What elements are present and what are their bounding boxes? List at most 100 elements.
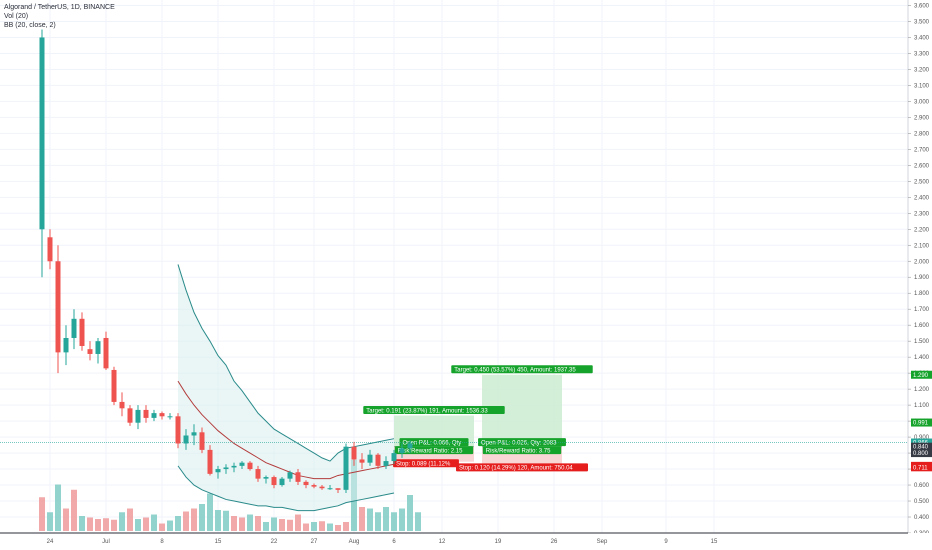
volume-bar	[111, 519, 117, 531]
legend-bollinger[interactable]: BB (20, close, 2)	[4, 22, 56, 29]
rr-label-text: Risk/Reward Ratio: 3.75	[486, 448, 551, 454]
volume-bar	[327, 523, 333, 531]
pnl-label-bg	[478, 438, 566, 447]
volume-bar	[255, 516, 261, 531]
candle-body	[271, 477, 277, 486]
volume-bar	[407, 495, 413, 531]
price-tick-label: 0.400	[914, 515, 930, 521]
candle-body	[343, 446, 349, 490]
candle-body	[263, 477, 269, 479]
price-tick-label: 2.000	[914, 259, 930, 265]
candle-body	[279, 478, 285, 486]
volume-bar	[375, 512, 381, 531]
rr-label-bg	[482, 446, 562, 455]
candle-body	[383, 461, 389, 466]
price-tick-label: 3.400	[914, 35, 930, 41]
volume-bar	[183, 511, 189, 531]
candle-body	[287, 472, 293, 479]
price-tick-label: 2.600	[914, 163, 930, 169]
volume-bar	[71, 489, 77, 531]
price-tag-bg	[911, 370, 932, 379]
time-tick-label: 15	[215, 539, 222, 545]
price-axis: 0.3000.4000.5000.6000.7000.8000.9001.000…	[907, 0, 932, 550]
time-tick-label: Jul	[102, 539, 110, 545]
chart-legend: Algorand / TetherUS, 1D, BINANCE Vol (20…	[4, 3, 115, 30]
candle-body	[191, 432, 197, 436]
rr-label: Risk/Reward Ratio: 2.15	[394, 446, 474, 454]
volume-bar	[231, 516, 237, 531]
time-axis: 24 Jul 8 15 22 27 Aug 6 12 19 26 Sep 9 15	[0, 532, 932, 550]
volume-bar	[135, 519, 141, 531]
candles	[39, 29, 413, 494]
volume-bar	[167, 520, 173, 531]
price-tag-bg	[911, 438, 932, 447]
legend-volume[interactable]: Vol (20)	[4, 13, 29, 20]
volume-bar	[47, 512, 53, 531]
price-tick-label: 2.300	[914, 211, 930, 217]
pnl-label-text: Open P&L: 0.066, Qty	[403, 440, 462, 446]
price-tick-label: 1.600	[914, 323, 930, 329]
candle-body	[175, 416, 181, 444]
time-tick-label: 26	[551, 539, 558, 545]
volume-bar	[175, 516, 181, 531]
candle-body	[359, 459, 365, 463]
price-tag-label: 0.800	[913, 451, 929, 457]
price-tick-label: 3.600	[914, 4, 930, 10]
time-tick-label: 15	[711, 539, 718, 545]
price-axis-bg	[908, 0, 932, 550]
price-tick-label: 3.500	[914, 19, 930, 25]
volume-bar	[383, 507, 389, 531]
stop-label-text: Stop: 0.120 (14.29%) 120, Amount: 750.04	[459, 466, 573, 472]
candle-body	[167, 416, 173, 418]
price-tick-label: 3.100	[914, 83, 930, 89]
volume-bar	[151, 514, 157, 531]
candle-body	[319, 486, 325, 489]
volume-bar	[343, 522, 349, 531]
target-label-text: Target: 0.191 (23.87%) 191, Amount: 1536…	[366, 408, 488, 414]
volume-bar	[359, 507, 365, 531]
price-tick-label: 1.700	[914, 307, 930, 313]
price-tag-bg	[911, 463, 932, 472]
volume-bar	[399, 508, 405, 531]
time-tick-label: 22	[271, 539, 278, 545]
volume-bar	[95, 519, 101, 531]
price-tick-label: 1.100	[914, 403, 930, 409]
candle-body	[183, 435, 189, 444]
pnl-label: Open P&L: 0.026, Qty: 2083	[478, 438, 566, 446]
candle-body	[95, 341, 101, 354]
legend-symbol[interactable]: Algorand / TetherUS, 1D, BINANCE	[4, 4, 115, 11]
volume-bar	[415, 512, 421, 531]
candle-body	[47, 237, 53, 262]
price-tick-label: 0.600	[914, 483, 930, 489]
price-tag: 0.800	[911, 449, 932, 458]
candle-body	[327, 488, 333, 490]
price-tick-label: 2.100	[914, 243, 930, 249]
volume-bar	[279, 519, 285, 531]
time-tick-label: Sep	[597, 539, 608, 545]
time-tick-label: 9	[664, 539, 668, 545]
candle-body	[63, 337, 69, 353]
candle-body	[79, 318, 85, 346]
bollinger-bands	[177, 264, 395, 512]
candle-body	[255, 469, 261, 479]
volume-bar	[191, 508, 197, 531]
volume-bar	[87, 517, 93, 531]
pnl-label-text: Open P&L: 0.026, Qty: 2083	[481, 440, 557, 446]
price-tick-label: 1.200	[914, 387, 930, 393]
volume-bar	[367, 508, 373, 531]
price-tag-label: 0.711	[913, 465, 928, 471]
candle-body	[135, 409, 141, 423]
target-label-bg	[451, 365, 593, 374]
price-tag-label: 0.840	[913, 445, 929, 451]
candle-body	[151, 413, 157, 418]
target-label: Target: 0.191 (23.87%) 191, Amount: 1536…	[363, 406, 505, 414]
price-tick-label: 2.900	[914, 115, 930, 121]
candle-body	[311, 485, 317, 487]
price-tick-label: 1.800	[914, 291, 930, 297]
time-tick-label: 19	[495, 539, 502, 545]
candle-body	[39, 37, 45, 230]
candle-body	[159, 413, 165, 417]
candle-body	[351, 446, 357, 460]
price-tick-label: 3.200	[914, 67, 930, 73]
